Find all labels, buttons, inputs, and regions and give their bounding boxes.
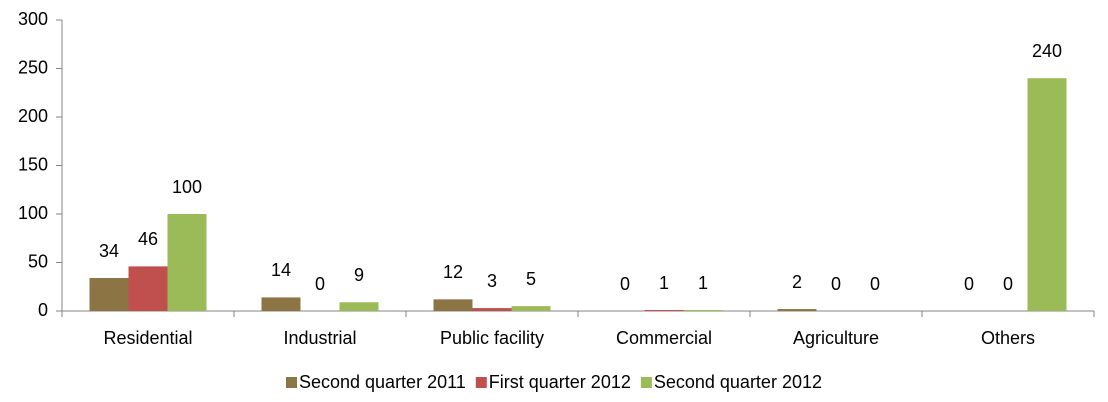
y-tick-label: 200: [18, 106, 48, 126]
y-tick-label: 50: [28, 251, 48, 271]
x-tick-label: Industrial: [283, 328, 356, 348]
data-label: 34: [99, 241, 119, 261]
data-label: 9: [354, 265, 364, 285]
y-tick-label: 150: [18, 154, 48, 174]
bar: [433, 299, 473, 311]
bar: [644, 310, 684, 311]
bar: [1027, 78, 1067, 311]
data-label: 0: [831, 274, 841, 294]
bar: [339, 302, 379, 311]
legend-label: First quarter 2012: [489, 372, 631, 392]
bar: [777, 309, 817, 311]
y-tick-label: 100: [18, 203, 48, 223]
data-label: 0: [620, 274, 630, 294]
legend-swatch: [640, 377, 652, 388]
data-label: 0: [1003, 274, 1013, 294]
data-label: 1: [659, 273, 669, 293]
legend-label: Second quarter 2012: [654, 372, 822, 392]
data-label: 14: [271, 260, 291, 280]
y-tick-label: 250: [18, 57, 48, 77]
legend-swatch: [475, 377, 487, 388]
y-tick-label: 0: [38, 300, 48, 320]
data-label: 46: [138, 229, 158, 249]
x-tick-label: Agriculture: [793, 328, 879, 348]
bar: [167, 214, 207, 311]
data-label: 0: [315, 274, 325, 294]
x-tick-label: Residential: [103, 328, 192, 348]
bar: [511, 306, 551, 311]
bar: [89, 278, 129, 311]
bar: [261, 297, 301, 311]
bar: [472, 308, 512, 311]
data-label: 1: [698, 273, 708, 293]
data-label: 5: [526, 269, 536, 289]
data-label: 3: [487, 271, 497, 291]
y-tick-label: 300: [18, 9, 48, 29]
legend-label: Second quarter 2011: [299, 372, 466, 392]
data-label: 0: [870, 274, 880, 294]
bar: [128, 266, 168, 311]
data-label: 12: [443, 262, 463, 282]
data-label: 0: [964, 274, 974, 294]
x-tick-label: Commercial: [616, 328, 712, 348]
bar: [683, 310, 723, 311]
x-tick-label: Public facility: [440, 328, 544, 348]
data-label: 2: [792, 272, 802, 292]
x-tick-label: Others: [981, 328, 1035, 348]
data-label: 240: [1032, 41, 1062, 61]
legend-swatch: [285, 377, 297, 388]
data-label: 100: [172, 177, 202, 197]
